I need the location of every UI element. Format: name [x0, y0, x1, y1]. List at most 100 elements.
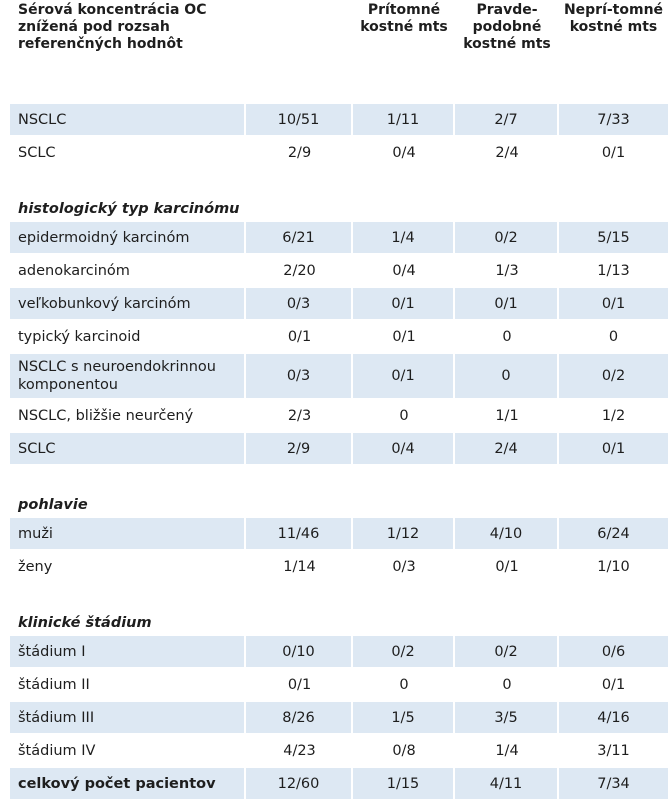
cell-probable-mts: 2/7 [455, 104, 559, 135]
row-label: štádium IV [18, 742, 96, 759]
section-title: pohlavie [18, 497, 88, 513]
table-row: typický karcinoid 0/1 0/1 0 0 [10, 321, 668, 352]
cell-total: 8/26 [246, 702, 353, 733]
row-label: štádium III [10, 702, 246, 733]
cell-present-mts: 0 [399, 676, 409, 693]
section-title-row: pohlavie [10, 486, 668, 518]
cell-probable-mts: 1/4 [495, 742, 519, 759]
cell-total: 6/21 [246, 222, 353, 253]
cell-present-mts: 0/4 [353, 433, 455, 464]
cell-present-mts: 0/1 [353, 354, 455, 398]
cell-probable-mts: 3/5 [455, 702, 559, 733]
cell-present-mts: 0/1 [392, 328, 416, 345]
cell-probable-mts: 0/2 [455, 222, 559, 253]
row-label: ženy [18, 558, 53, 575]
table-row: NSCLC, bližšie neurčený 2/3 0 1/1 1/2 [10, 400, 668, 431]
table-row: epidermoidný karcinóm 6/21 1/4 0/2 5/15 [10, 222, 668, 253]
cell-probable-mts: 1/3 [495, 262, 519, 279]
row-label: štádium II [18, 676, 90, 693]
cell-absent-mts: 1/10 [597, 558, 630, 575]
section-spacer [10, 466, 668, 486]
cell-probable-mts: 0/1 [455, 288, 559, 319]
cell-absent-mts: 4/16 [559, 702, 668, 733]
row-label: SCLC [18, 144, 56, 161]
cell-present-mts: 0/4 [392, 144, 416, 161]
cell-total: 0/3 [246, 354, 353, 398]
table-row: adenokarcinóm 2/20 0/4 1/3 1/13 [10, 255, 668, 286]
row-label: NSCLC [10, 104, 246, 135]
cell-absent-mts: 0 [608, 328, 619, 345]
row-label: muži [10, 518, 246, 549]
cell-present-mts: 0/3 [392, 558, 416, 575]
section-title: klinické štádium [18, 615, 152, 631]
row-label: NSCLC, bližšie neurčený [18, 407, 194, 424]
cell-absent-mts: 0/2 [559, 354, 668, 398]
cell-total: 0/1 [287, 676, 312, 693]
section-spacer [10, 584, 668, 604]
cell-total: 11/46 [246, 518, 353, 549]
row-label: epidermoidný karcinóm [10, 222, 246, 253]
table-row: veľkobunkový karcinóm 0/3 0/1 0/1 0/1 [10, 288, 668, 319]
header-description: Sérová koncentrácia OC znížená pod rozsa… [18, 2, 207, 52]
cell-total: 0/1 [287, 328, 312, 345]
cell-absent-mts: 1/2 [601, 407, 626, 424]
cell-total: 2/20 [283, 262, 316, 279]
section-title-row: histologický typ karcinómu [10, 190, 668, 222]
row-label: adenokarcinóm [18, 262, 130, 279]
row-label: celkový počet pacientov [10, 768, 246, 799]
cell-probable-mts: 4/11 [455, 768, 559, 799]
row-label: NSCLC s neuroendokrinnou komponentou [10, 354, 246, 398]
cell-absent-mts: 0/6 [559, 636, 668, 667]
cell-absent-mts: 7/33 [559, 104, 668, 135]
section-title-row: klinické štádium [10, 604, 668, 636]
header-present-mts: Prítomné kostné mts [360, 2, 448, 35]
header-absent-mts: Neprí-tomné kostné mts [563, 2, 664, 35]
table-row: ženy 1/14 0/3 0/1 1/10 [10, 551, 668, 582]
cell-absent-mts: 3/11 [597, 742, 630, 759]
table-row: štádium III 8/26 1/5 3/5 4/16 [10, 702, 668, 733]
table-row: celkový počet pacientov 12/60 1/15 4/11 7/34 [10, 768, 668, 799]
cell-present-mts: 1/12 [353, 518, 455, 549]
cell-total: 2/9 [246, 433, 353, 464]
cell-present-mts: 1/4 [353, 222, 455, 253]
cell-total: 10/51 [246, 104, 353, 135]
cell-present-mts: 1/5 [353, 702, 455, 733]
data-table: Sérová koncentrácia OC znížená pod rozsa… [10, 0, 668, 801]
cell-probable-mts: 2/4 [495, 144, 519, 161]
cell-absent-mts: 0/1 [601, 144, 626, 161]
cell-absent-mts: 5/15 [559, 222, 668, 253]
table-row: štádium IV 4/23 0/8 1/4 3/11 [10, 735, 668, 766]
cell-present-mts: 0 [399, 407, 409, 424]
cell-probable-mts: 0/1 [495, 558, 519, 575]
cell-present-mts: 0/1 [353, 288, 455, 319]
cell-probable-mts: 0 [455, 354, 559, 398]
cell-present-mts: 0/4 [392, 262, 416, 279]
cell-total: 0/3 [246, 288, 353, 319]
cell-total: 0/10 [246, 636, 353, 667]
table-header: Sérová koncentrácia OC znížená pod rozsa… [10, 0, 668, 104]
table-body: NSCLC 10/51 1/11 2/7 7/33 SCLC 2/9 0/4 2/4 0/1 his… [10, 104, 668, 799]
table-row: NSCLC 10/51 1/11 2/7 7/33 [10, 104, 668, 135]
section-title: histologický typ karcinómu [18, 201, 240, 217]
table-row: štádium I 0/10 0/2 0/2 0/6 [10, 636, 668, 667]
table-row: NSCLC s neuroendokrinnou komponentou 0/3 0… [10, 354, 668, 398]
row-label: veľkobunkový karcinóm [10, 288, 246, 319]
cell-probable-mts: 2/4 [455, 433, 559, 464]
cell-absent-mts: 0/1 [559, 433, 668, 464]
cell-absent-mts: 1/13 [597, 262, 630, 279]
cell-absent-mts: 0/1 [559, 288, 668, 319]
table-row: SCLC 2/9 0/4 2/4 0/1 [10, 433, 668, 464]
cell-probable-mts: 0/2 [455, 636, 559, 667]
cell-total: 2/9 [287, 144, 312, 161]
cell-probable-mts: 0 [502, 676, 512, 693]
cell-total: 1/14 [283, 558, 316, 575]
cell-total: 4/23 [283, 742, 316, 759]
cell-total: 2/3 [287, 407, 312, 424]
table-row: SCLC 2/9 0/4 2/4 0/1 [10, 137, 668, 168]
cell-probable-mts: 4/10 [455, 518, 559, 549]
cell-absent-mts: 6/24 [559, 518, 668, 549]
row-label: SCLC [10, 433, 246, 464]
row-label: štádium I [10, 636, 246, 667]
cell-probable-mts: 1/1 [495, 407, 519, 424]
row-label: typický karcinoid [18, 328, 141, 345]
